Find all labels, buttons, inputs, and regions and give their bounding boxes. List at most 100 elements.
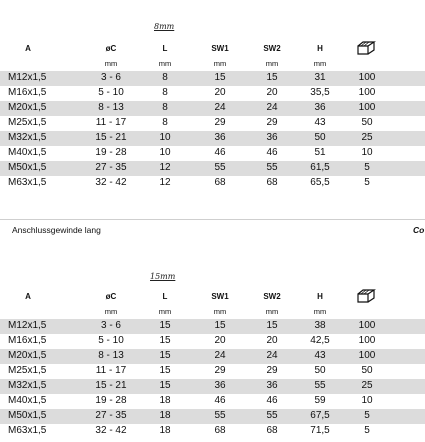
cell-sw2: 68 — [266, 425, 278, 436]
table-row: M32x1,5 15 - 21 15 36 36 55 25 — [0, 379, 425, 394]
unit-oc: mm — [104, 59, 118, 68]
cell-thread: M20x1,5 — [8, 102, 47, 113]
cell-sw1: 20 — [214, 87, 226, 98]
cell-length: 10 — [159, 147, 171, 158]
cell-pack-qty: 10 — [361, 395, 373, 406]
col-header-l: L — [162, 44, 168, 53]
cell-h: 31 — [314, 72, 326, 83]
cell-sw2: 68 — [266, 177, 278, 188]
cell-pack-qty: 25 — [361, 132, 373, 143]
cell-sw2: 29 — [266, 117, 278, 128]
cell-sw1: 46 — [214, 147, 226, 158]
cell-pack-qty: 10 — [361, 147, 373, 158]
unit-sw1: mm — [213, 59, 227, 68]
cell-thread: M63x1,5 — [8, 177, 47, 188]
cell-diameter: 11 - 17 — [95, 117, 127, 128]
unit-l: mm — [158, 307, 172, 316]
cell-length: 18 — [159, 395, 171, 406]
cell-sw1: 29 — [214, 117, 226, 128]
cell-h: 55 — [314, 380, 326, 391]
box-icon — [357, 289, 376, 303]
cell-pack-qty: 50 — [361, 365, 373, 376]
cell-sw1: 55 — [214, 162, 226, 173]
cell-diameter: 11 - 17 — [95, 365, 127, 376]
cell-pack-qty: 5 — [364, 425, 370, 436]
cell-sw2: 20 — [266, 335, 278, 346]
cell-h: 43 — [314, 117, 326, 128]
cell-h: 38 — [314, 320, 326, 331]
table-row: M40x1,5 19 - 28 18 46 46 59 10 — [0, 394, 425, 409]
cell-thread: M63x1,5 — [8, 425, 47, 436]
cell-length: 15 — [159, 320, 171, 331]
table-row: M25x1,5 11 - 17 15 29 29 50 50 — [0, 364, 425, 379]
cell-pack-qty: 100 — [358, 335, 376, 346]
cell-thread: M25x1,5 — [8, 117, 47, 128]
cell-h: 35,5 — [310, 87, 330, 98]
cell-sw2: 46 — [266, 395, 278, 406]
cell-pack-qty: 5 — [364, 177, 370, 188]
cell-pack-qty: 100 — [358, 320, 376, 331]
col-header-sw1: SW1 — [211, 44, 229, 53]
cell-diameter: 15 - 21 — [95, 132, 127, 143]
cell-sw2: 15 — [266, 72, 278, 83]
col-header-a: A — [25, 292, 31, 301]
cell-thread: M12x1,5 — [8, 72, 47, 83]
cell-sw1: 36 — [214, 380, 226, 391]
cell-thread: M32x1,5 — [8, 380, 47, 391]
cell-sw1: 68 — [214, 177, 226, 188]
cell-length: 18 — [159, 410, 171, 421]
cell-sw2: 29 — [266, 365, 278, 376]
cell-thread: M40x1,5 — [8, 395, 47, 406]
table-row: M63x1,5 32 - 42 12 68 68 65,5 5 — [0, 176, 425, 191]
cell-sw2: 36 — [266, 132, 278, 143]
cell-length: 12 — [159, 177, 171, 188]
cell-diameter: 27 - 35 — [95, 410, 127, 421]
cell-diameter: 8 - 13 — [98, 102, 124, 113]
cell-pack-qty: 100 — [358, 350, 376, 361]
unit-sw1: mm — [213, 307, 227, 316]
table-row: M12x1,5 3 - 6 8 15 15 31 100 — [0, 71, 425, 86]
cell-h: 59 — [314, 395, 326, 406]
cell-sw1: 24 — [214, 102, 226, 113]
cell-sw2: 36 — [266, 380, 278, 391]
cell-thread: M40x1,5 — [8, 147, 47, 158]
cell-diameter: 3 - 6 — [100, 72, 121, 83]
table-header: A øC L SW1 SW2 H — [0, 289, 425, 307]
table-section-1: 8 mm A øC L SW1 SW2 H mm mm mm mm mm M12x… — [0, 0, 425, 200]
cell-length: 15 — [159, 380, 171, 391]
table-row: M32x1,5 15 - 21 10 36 36 50 25 — [0, 131, 425, 146]
cell-sw2: 46 — [266, 147, 278, 158]
cell-h: 50 — [314, 132, 326, 143]
cell-sw2: 55 — [266, 410, 278, 421]
cell-diameter: 5 - 10 — [98, 87, 124, 98]
col-header-sw2: SW2 — [263, 44, 281, 53]
cell-h: 51 — [314, 147, 326, 158]
cell-h: 65,5 — [310, 177, 330, 188]
col-header-sw1: SW1 — [211, 292, 229, 301]
table-header: A øC L SW1 SW2 H — [0, 41, 425, 59]
cell-length: 8 — [162, 102, 168, 113]
cell-diameter: 32 - 42 — [95, 177, 127, 188]
cell-length: 8 — [162, 72, 168, 83]
units-row: mm mm mm mm mm — [0, 59, 425, 74]
cell-sw1: 68 — [214, 425, 226, 436]
cell-thread: M32x1,5 — [8, 132, 47, 143]
table-row: M50x1,5 27 - 35 12 55 55 61,5 5 — [0, 161, 425, 176]
box-icon — [357, 41, 376, 55]
table-row: M12x1,5 3 - 6 15 15 15 38 100 — [0, 319, 425, 334]
cell-length: 10 — [159, 132, 171, 143]
cell-sw1: 36 — [214, 132, 226, 143]
cell-h: 42,5 — [310, 335, 330, 346]
col-header-oc: øC — [105, 44, 117, 53]
table-row: M20x1,5 8 - 13 8 24 24 36 100 — [0, 101, 425, 116]
cell-diameter: 8 - 13 — [98, 350, 124, 361]
cell-sw2: 24 — [266, 350, 278, 361]
col-header-a: A — [25, 44, 31, 53]
cell-sw1: 46 — [214, 395, 226, 406]
unit-l: mm — [158, 59, 172, 68]
cell-h: 61,5 — [310, 162, 330, 173]
cell-h: 71,5 — [310, 425, 330, 436]
cell-diameter: 3 - 6 — [100, 320, 121, 331]
divider — [0, 219, 425, 220]
cell-thread: M50x1,5 — [8, 162, 47, 173]
